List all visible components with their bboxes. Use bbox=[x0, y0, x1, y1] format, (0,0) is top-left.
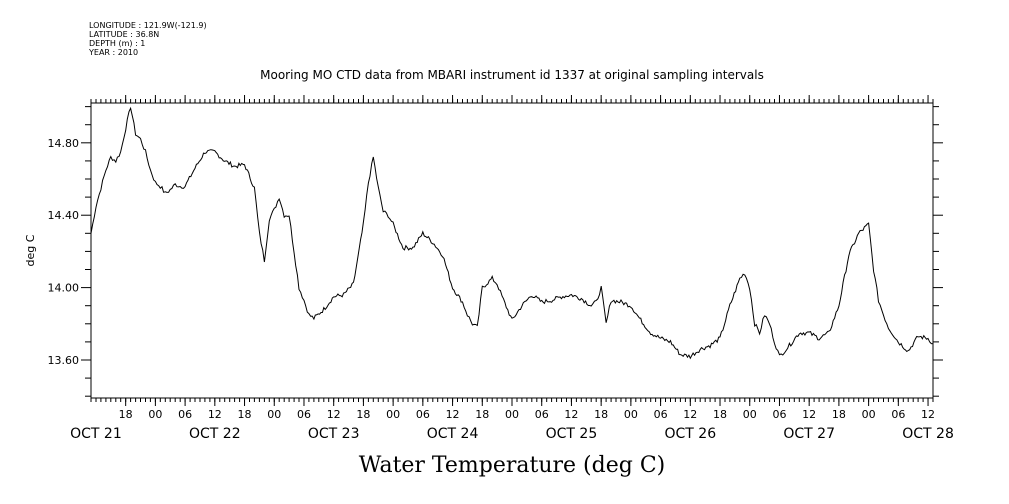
x-day-label: OCT 24 bbox=[427, 426, 479, 442]
x-tick-label: 06 bbox=[772, 408, 786, 421]
year-label: YEAR : 2010 bbox=[89, 48, 139, 57]
y-axis-label: deg C bbox=[24, 234, 37, 266]
x-tick-label: 12 bbox=[446, 408, 460, 421]
x-tick-label: 00 bbox=[505, 408, 519, 421]
x-day-label: OCT 21 bbox=[70, 426, 122, 442]
x-tick-label: 12 bbox=[327, 408, 341, 421]
x-tick-label: 18 bbox=[832, 408, 846, 421]
x-tick-label: 06 bbox=[891, 408, 905, 421]
x-tick-label: 06 bbox=[535, 408, 549, 421]
x-tick-label: 18 bbox=[594, 408, 608, 421]
x-day-label: OCT 25 bbox=[546, 426, 598, 442]
x-day-label: OCT 28 bbox=[902, 426, 954, 442]
plot-frame bbox=[90, 102, 934, 399]
x-tick-label: 06 bbox=[654, 408, 668, 421]
x-tick-label: 18 bbox=[713, 408, 727, 421]
minor-ticks-hourly bbox=[90, 99, 934, 402]
metadata-block: LONGITUDE : 121.9W(-121.9) LATITUDE : 36… bbox=[89, 21, 207, 57]
latitude-label: LATITUDE : 36.8N bbox=[89, 30, 160, 39]
x-tick-label: 00 bbox=[624, 408, 638, 421]
y-tick-label: 14.80 bbox=[48, 137, 80, 150]
y-tick-label: 14.40 bbox=[48, 209, 80, 222]
x-tick-label: 00 bbox=[386, 408, 400, 421]
y-tick-label: 13.60 bbox=[48, 354, 80, 367]
x-tick-label: 18 bbox=[356, 408, 370, 421]
x-tick-label: 18 bbox=[475, 408, 489, 421]
x-day-label: OCT 26 bbox=[664, 426, 716, 442]
x-day-label: OCT 27 bbox=[783, 426, 835, 442]
x-tick-label: 06 bbox=[178, 408, 192, 421]
x-tick-label: 06 bbox=[416, 408, 430, 421]
series-line-water-temperature bbox=[90, 106, 934, 360]
chart-title: Mooring MO CTD data from MBARI instrumen… bbox=[260, 68, 764, 82]
x-tick-label: 12 bbox=[802, 408, 816, 421]
x-tick-label: 12 bbox=[564, 408, 578, 421]
x-tick-label: 06 bbox=[297, 408, 311, 421]
x-day-label: OCT 22 bbox=[189, 426, 241, 442]
x-tick-label: 00 bbox=[267, 408, 281, 421]
x-tick-label: 12 bbox=[208, 408, 222, 421]
x-tick-label: 00 bbox=[743, 408, 757, 421]
longitude-label: LONGITUDE : 121.9W(-121.9) bbox=[89, 21, 207, 30]
x-tick-label: 18 bbox=[119, 408, 133, 421]
x-tick-label: 12 bbox=[683, 408, 697, 421]
x-tick-label: 00 bbox=[148, 408, 162, 421]
x-tick-label: 18 bbox=[238, 408, 252, 421]
x-tick-label: 12 bbox=[921, 408, 935, 421]
depth-label: DEPTH (m) : 1 bbox=[89, 39, 146, 48]
x-day-label: OCT 23 bbox=[308, 426, 360, 442]
x-tick-label: 00 bbox=[862, 408, 876, 421]
y-tick-label: 14.00 bbox=[48, 282, 80, 295]
x-axis-title: Water Temperature (deg C) bbox=[358, 453, 666, 478]
